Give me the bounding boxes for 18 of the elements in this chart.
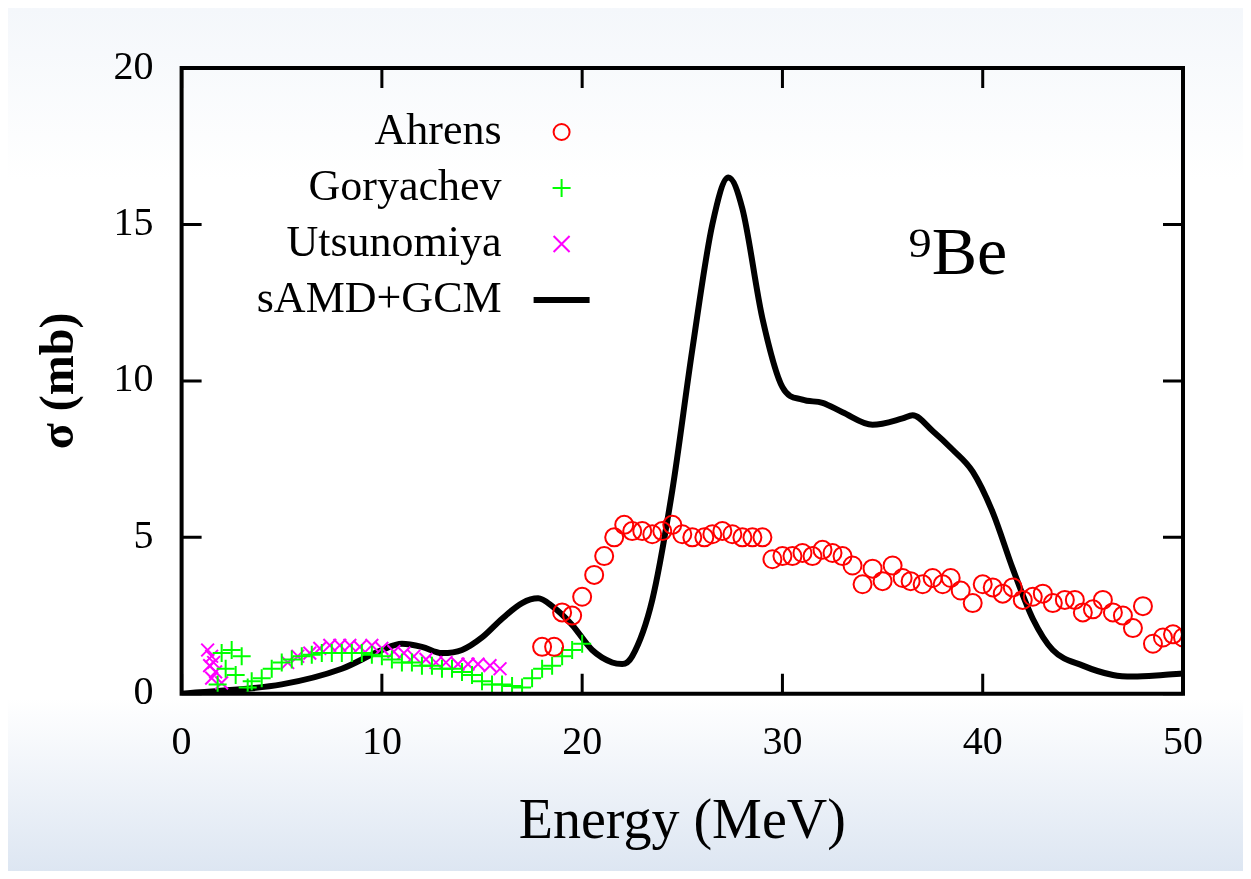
legend-label: sAMD+GCM — [256, 272, 502, 322]
legend-label: Ahrens — [374, 104, 502, 154]
legend-label: Goryachev — [308, 160, 502, 210]
y-tick-label: 15 — [113, 198, 154, 244]
annotation: ⁹Be — [908, 212, 1008, 289]
y-tick-label: 10 — [113, 355, 154, 401]
y-tick-label: 5 — [133, 511, 154, 557]
y-axis-title: σ (mb) — [30, 312, 85, 450]
y-tick-label: 20 — [113, 42, 154, 88]
x-tick-label: 0 — [171, 718, 192, 764]
x-tick-label: 20 — [562, 718, 603, 764]
y-tick-label: 0 — [133, 668, 154, 714]
x-tick-label: 30 — [762, 718, 803, 764]
x-tick-label: 50 — [1163, 718, 1203, 764]
x-tick-label: 40 — [962, 718, 1003, 764]
legend-label: Utsunomiya — [286, 216, 502, 266]
x-axis-title: Energy (MeV) — [518, 788, 846, 852]
x-tick-label: 10 — [361, 718, 402, 764]
